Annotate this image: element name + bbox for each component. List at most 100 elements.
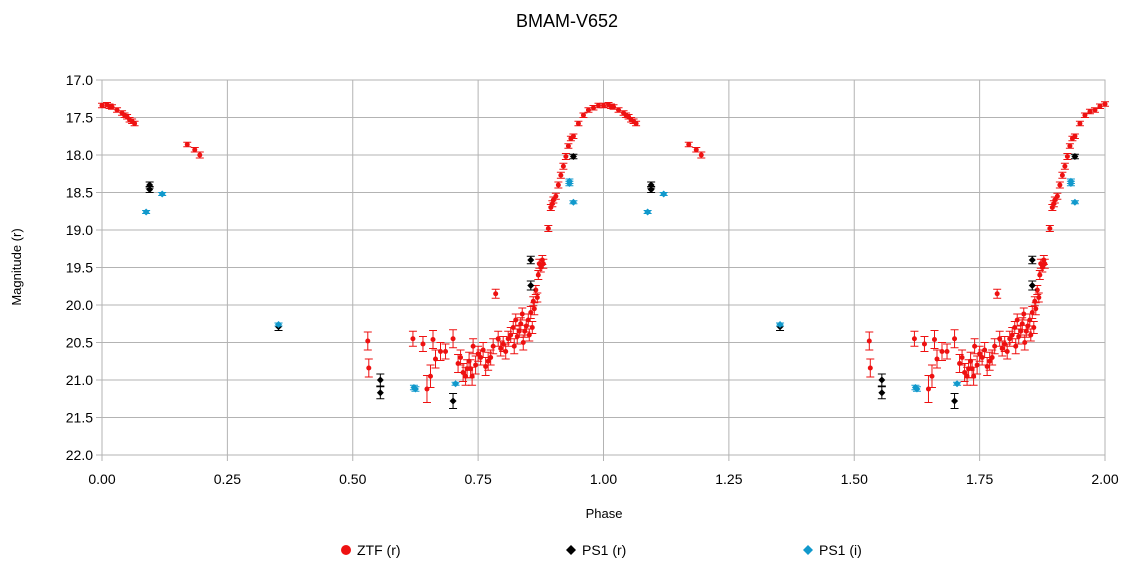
data-point <box>438 349 444 354</box>
data-point <box>184 142 190 147</box>
legend-item-ps1-i: PS1 (i) <box>803 542 862 558</box>
data-point <box>911 336 917 342</box>
data-point <box>553 193 559 199</box>
data-point <box>1067 143 1073 149</box>
series-ps1-i <box>142 177 1079 393</box>
data-point <box>992 343 998 349</box>
data-point <box>776 321 784 328</box>
data-point <box>411 385 419 393</box>
data-point <box>585 107 591 113</box>
x-tick-label: 1.25 <box>715 471 742 487</box>
data-point <box>1071 153 1079 160</box>
legend-marker <box>341 545 351 555</box>
data-point <box>997 336 1003 342</box>
data-point <box>475 351 481 357</box>
data-point <box>1007 336 1013 342</box>
data-point <box>595 103 601 108</box>
data-point <box>982 347 988 353</box>
data-point <box>531 306 537 312</box>
y-axis-ticks: 17.0 17.5 18.0 18.5 19.0 19.5 20.0 20.5 21.0 21.5… <box>66 72 102 463</box>
data-point <box>580 112 586 118</box>
data-point <box>158 190 166 198</box>
y-tick-label: 17.0 <box>66 72 93 88</box>
legend-item-ztf-r: ZTF (r) <box>341 542 401 558</box>
data-point <box>952 336 958 342</box>
data-point <box>1057 182 1063 188</box>
y-tick-label: 22.0 <box>66 447 93 463</box>
data-point <box>498 346 504 351</box>
data-point <box>558 172 564 178</box>
data-point <box>114 107 120 113</box>
data-point <box>1102 101 1108 107</box>
x-tick-label: 2.00 <box>1091 471 1118 487</box>
x-axis-label: Phase <box>586 506 623 521</box>
data-point <box>959 355 965 360</box>
data-point <box>644 208 652 216</box>
data-point <box>1034 287 1040 293</box>
data-point <box>987 358 993 364</box>
data-point <box>527 256 535 264</box>
x-tick-label: 1.50 <box>841 471 868 487</box>
data-point <box>693 147 699 153</box>
data-point <box>962 370 968 375</box>
legend-label: PS1 (i) <box>819 542 862 558</box>
data-point <box>275 321 283 328</box>
data-point <box>1037 272 1043 278</box>
legend-item-ps1-r: PS1 (r) <box>566 542 626 558</box>
data-point <box>972 343 978 349</box>
data-point <box>493 291 499 297</box>
data-point <box>430 337 436 342</box>
data-point <box>616 107 622 113</box>
data-point <box>450 336 456 342</box>
data-point <box>1054 193 1060 199</box>
series-ztf-r <box>98 101 1109 403</box>
data-point <box>971 373 977 379</box>
data-point <box>921 341 927 347</box>
data-point <box>1014 317 1020 323</box>
y-tick-label: 20.5 <box>66 335 93 351</box>
data-point <box>1013 343 1019 349</box>
data-point <box>866 338 872 344</box>
y-tick-label: 18.0 <box>66 147 93 163</box>
legend-label: PS1 (r) <box>582 542 626 558</box>
data-point <box>469 373 475 379</box>
data-point <box>1029 310 1035 315</box>
data-marks <box>98 101 1109 409</box>
data-point <box>535 272 541 278</box>
y-tick-label: 19.0 <box>66 222 93 238</box>
data-point <box>878 376 886 384</box>
x-tick-label: 0.25 <box>214 471 241 487</box>
data-point <box>505 336 511 342</box>
data-point <box>931 337 937 342</box>
data-point <box>1062 163 1068 169</box>
data-point <box>473 362 479 368</box>
data-point <box>495 336 501 342</box>
data-point <box>480 347 486 353</box>
legend-marker <box>566 545 576 555</box>
data-point <box>503 349 509 354</box>
data-point <box>590 105 596 111</box>
data-point <box>460 370 466 375</box>
y-tick-label: 21.0 <box>66 372 93 388</box>
data-point <box>698 152 704 158</box>
series-ps1-r <box>145 153 1079 409</box>
data-point <box>1072 133 1078 139</box>
data-point <box>953 380 961 388</box>
y-tick-label: 18.5 <box>66 185 93 201</box>
data-point <box>1087 109 1093 114</box>
data-point <box>427 373 433 379</box>
data-point <box>569 198 577 206</box>
data-point <box>994 291 1000 297</box>
data-point <box>534 295 540 300</box>
y-tick-label: 21.5 <box>66 410 93 426</box>
data-point <box>555 182 561 188</box>
data-point <box>1022 340 1028 345</box>
data-point <box>686 142 692 147</box>
data-point <box>1031 325 1037 330</box>
data-point <box>1097 103 1103 109</box>
chart-title: BMAM-V652 <box>516 11 618 31</box>
data-point <box>1028 256 1036 264</box>
data-point <box>366 365 372 371</box>
data-point <box>1047 226 1053 231</box>
y-tick-label: 19.5 <box>66 260 93 276</box>
